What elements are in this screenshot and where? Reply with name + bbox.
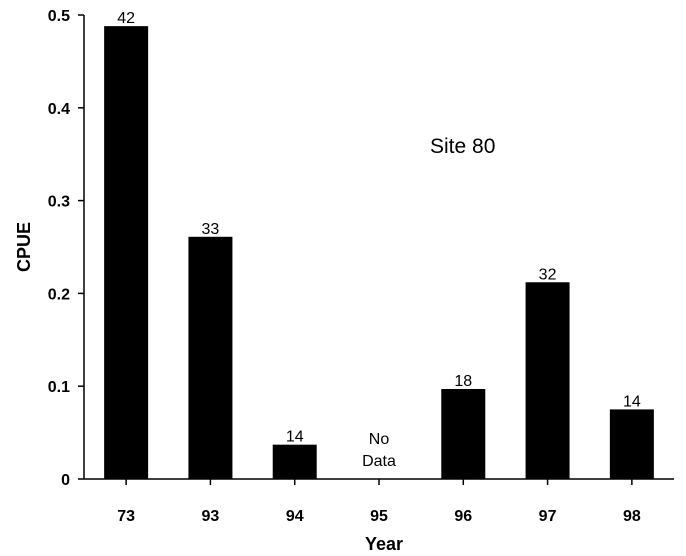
bar [272, 444, 317, 479]
bar [188, 236, 233, 479]
site-annotation: Site 80 [430, 135, 495, 158]
bar-data-label: 32 [539, 266, 557, 283]
bar-data-label: 42 [117, 10, 135, 27]
no-data-label: No [369, 431, 390, 448]
x-tick-label: 73 [117, 508, 135, 525]
x-tick-label: 97 [539, 508, 557, 525]
bar-data-label: 18 [454, 373, 472, 390]
x-tick-label: 96 [454, 508, 472, 525]
x-axis-title: Year [365, 534, 403, 554]
y-tick-label: 0.3 [48, 194, 70, 211]
data-labels: 42 33 14 No Data 18 32 14 [117, 10, 641, 470]
bar [104, 26, 149, 480]
bar [525, 282, 570, 479]
y-tick-label: 0 [61, 472, 70, 489]
y-tick-label: 0.4 [48, 101, 70, 118]
x-tick-label: 94 [286, 508, 304, 525]
bar-data-label: 14 [286, 429, 304, 446]
x-tick-label: 93 [202, 508, 220, 525]
no-data-label: Data [362, 453, 396, 470]
bar [609, 409, 654, 479]
bar-data-label: 33 [202, 221, 220, 238]
bar-data-label: 14 [623, 393, 641, 410]
y-tick-label: 0.2 [48, 286, 70, 303]
x-tick-label: 95 [370, 508, 388, 525]
x-tick-label: 98 [623, 508, 641, 525]
y-tick-label: 0.5 [48, 8, 70, 25]
bar [441, 388, 486, 479]
y-tick-label: 0.1 [48, 379, 70, 396]
axes: 0 0.1 0.2 0.3 0.4 0.5 73 93 94 95 96 97 98 [48, 8, 674, 525]
y-axis-title: CPUE [14, 222, 34, 272]
bars [104, 26, 654, 480]
